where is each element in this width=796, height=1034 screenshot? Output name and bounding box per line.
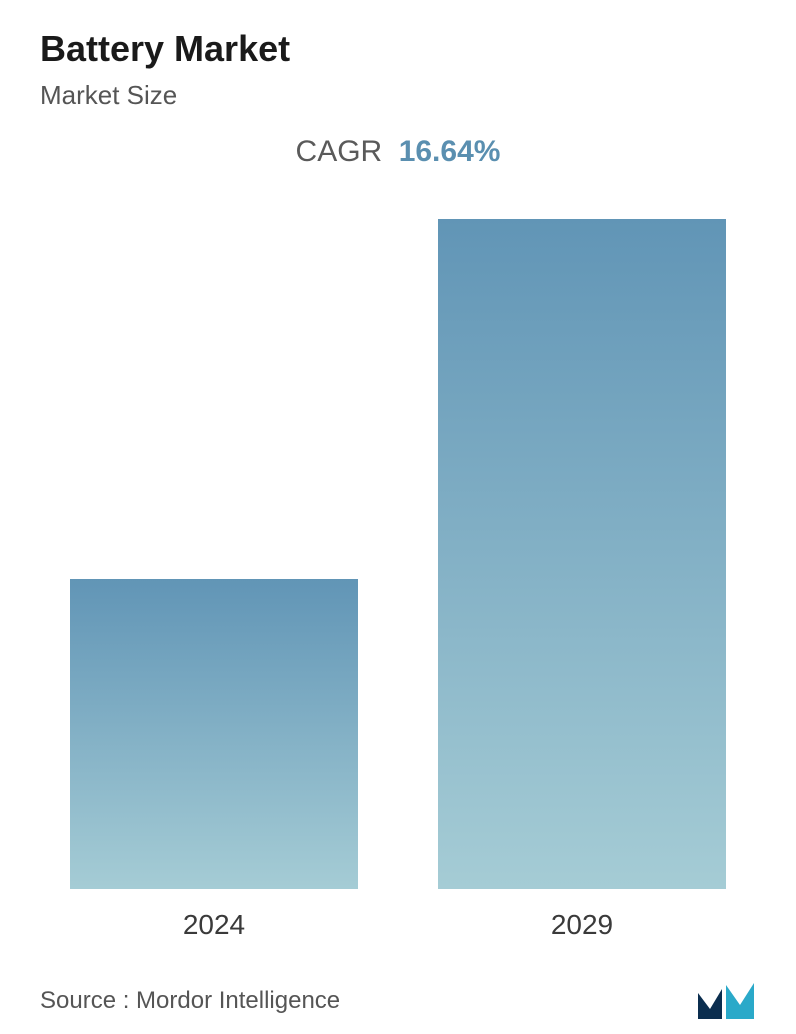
bar-label-0: 2024 [183, 909, 245, 941]
cagr-label: CAGR [296, 135, 383, 168]
source-text: Source : Mordor Intelligence [40, 987, 340, 1015]
chart-area: 2024 2029 [40, 219, 756, 961]
chart-container: Battery Market Market Size CAGR 16.64% 2… [0, 0, 796, 1034]
bar-wrapper-0: 2024 [70, 219, 358, 941]
chart-subtitle: Market Size [40, 80, 756, 111]
bar-1 [438, 219, 726, 889]
chart-title: Battery Market [40, 28, 756, 70]
bar-0 [70, 579, 358, 889]
footer: Source : Mordor Intelligence [40, 961, 756, 1021]
bar-wrapper-1: 2029 [438, 219, 726, 941]
cagr-row: CAGR 16.64% [40, 135, 756, 169]
bar-label-1: 2029 [551, 909, 613, 941]
mordor-logo-icon [696, 981, 756, 1021]
cagr-value: 16.64% [399, 135, 501, 168]
